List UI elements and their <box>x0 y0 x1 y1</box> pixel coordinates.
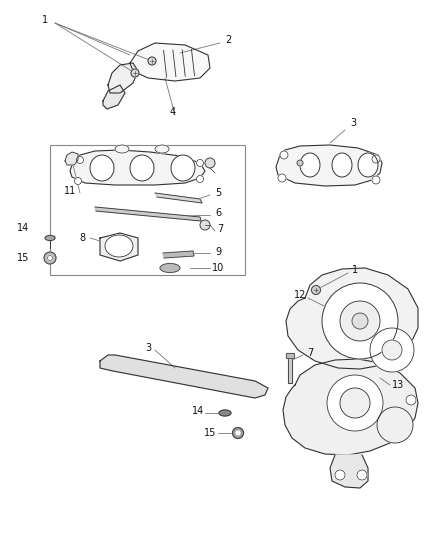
Text: 4: 4 <box>170 107 176 117</box>
Polygon shape <box>108 63 138 93</box>
Ellipse shape <box>331 153 351 177</box>
Text: 1: 1 <box>351 265 357 275</box>
Ellipse shape <box>219 410 230 416</box>
Text: 3: 3 <box>145 343 151 353</box>
Circle shape <box>74 177 81 184</box>
Ellipse shape <box>90 155 114 181</box>
Ellipse shape <box>45 236 55 240</box>
Text: 14: 14 <box>191 406 204 416</box>
Polygon shape <box>103 85 125 109</box>
Circle shape <box>47 255 53 261</box>
Circle shape <box>277 174 285 182</box>
Circle shape <box>297 160 302 166</box>
Circle shape <box>369 328 413 372</box>
Polygon shape <box>162 251 194 258</box>
Ellipse shape <box>357 153 377 177</box>
Text: 7: 7 <box>306 348 312 358</box>
Circle shape <box>326 375 382 431</box>
Circle shape <box>279 151 287 159</box>
Circle shape <box>232 427 243 439</box>
Circle shape <box>236 431 240 435</box>
Text: 12: 12 <box>293 290 305 300</box>
Text: 11: 11 <box>64 186 76 196</box>
Text: 15: 15 <box>17 253 29 263</box>
Text: 10: 10 <box>212 263 224 273</box>
Polygon shape <box>130 43 209 81</box>
Circle shape <box>131 69 139 77</box>
Text: 6: 6 <box>215 208 221 218</box>
Polygon shape <box>329 455 367 488</box>
Bar <box>285 353 293 358</box>
Bar <box>50 145 244 275</box>
Polygon shape <box>155 193 201 203</box>
Circle shape <box>44 252 56 264</box>
Text: 7: 7 <box>216 224 223 234</box>
Polygon shape <box>283 359 417 455</box>
Ellipse shape <box>155 145 169 153</box>
Circle shape <box>321 283 397 359</box>
Text: 13: 13 <box>391 380 403 390</box>
Ellipse shape <box>105 235 133 257</box>
Polygon shape <box>70 150 205 185</box>
Ellipse shape <box>159 263 180 272</box>
Text: 14: 14 <box>17 223 29 233</box>
Polygon shape <box>100 355 267 398</box>
Text: 9: 9 <box>215 247 221 257</box>
Ellipse shape <box>299 153 319 177</box>
Circle shape <box>351 313 367 329</box>
Circle shape <box>334 470 344 480</box>
Circle shape <box>148 57 155 65</box>
Circle shape <box>381 340 401 360</box>
Text: 8: 8 <box>79 233 85 243</box>
Polygon shape <box>65 152 78 165</box>
Circle shape <box>405 395 415 405</box>
Circle shape <box>339 301 379 341</box>
Polygon shape <box>285 268 417 369</box>
Text: 3: 3 <box>349 118 355 128</box>
Ellipse shape <box>130 155 154 181</box>
Circle shape <box>196 175 203 182</box>
Text: 2: 2 <box>224 35 230 45</box>
Circle shape <box>205 158 215 168</box>
Circle shape <box>371 176 379 184</box>
Circle shape <box>76 157 83 164</box>
Polygon shape <box>287 358 291 383</box>
Circle shape <box>371 155 379 163</box>
Text: 15: 15 <box>203 428 215 438</box>
Circle shape <box>200 220 209 230</box>
Polygon shape <box>276 145 381 186</box>
Circle shape <box>311 286 320 295</box>
Ellipse shape <box>115 145 129 153</box>
Circle shape <box>339 388 369 418</box>
Circle shape <box>356 470 366 480</box>
Polygon shape <box>100 233 138 261</box>
Circle shape <box>376 407 412 443</box>
Text: 5: 5 <box>214 188 221 198</box>
Ellipse shape <box>171 155 194 181</box>
Circle shape <box>196 159 203 166</box>
Text: 1: 1 <box>42 15 48 25</box>
Bar <box>285 353 293 358</box>
Polygon shape <box>95 207 201 221</box>
